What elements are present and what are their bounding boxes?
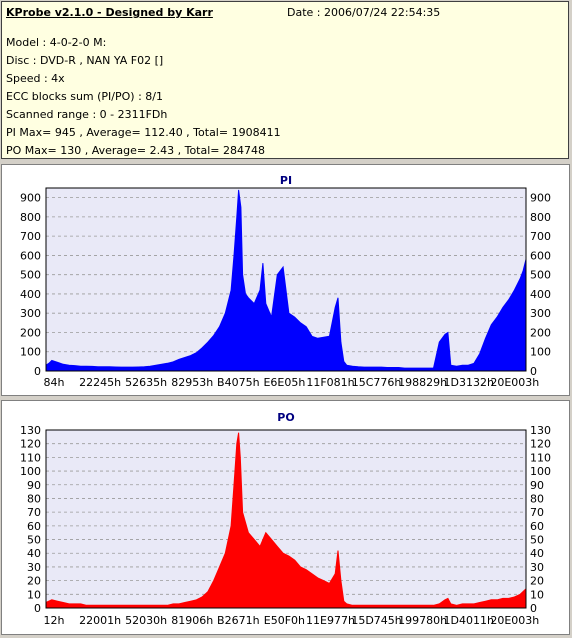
pi-y-tick-left: 700 [20, 230, 41, 243]
info-panel: KProbe v2.1.0 - Designed by Karr Date : … [1, 1, 569, 159]
po-chart-panel: PO 0 0 10 10 20 20 30 30 40 40 50 50 60 60 70 70 80 80 90 90… [1, 400, 570, 635]
drive-model: Model : 4-0-2-0 M: [6, 36, 107, 49]
app-title: KProbe v2.1.0 - Designed by Karr [6, 6, 213, 19]
po-x-tick: 22001h [79, 614, 121, 627]
disc-info: Disc : DVD-R , NAN YA F02 [] [6, 54, 164, 67]
pi-x-tick: 84h [44, 376, 65, 389]
pi-x-tick: 11F081h [306, 376, 354, 389]
po-x-tick: E50F0h [264, 614, 305, 627]
po-series-area [45, 432, 527, 609]
po-y-tick-right: 130 [530, 424, 551, 437]
po-y-tick-right: 100 [530, 465, 551, 478]
pi-y-tick-right: 400 [530, 288, 551, 301]
pi-y-tick-left: 0 [34, 365, 41, 378]
po-y-tick-left: 0 [34, 602, 41, 615]
po-plot-border [45, 429, 527, 609]
pi-x-tick: 20E003h [490, 376, 539, 389]
po-y-tick-left: 60 [27, 520, 41, 533]
po-y-tick-left: 90 [27, 479, 41, 492]
po-y-tick-right: 110 [530, 451, 551, 464]
pi-x-tick: 198829h [398, 376, 447, 389]
po-x-tick: 1D4011h [444, 614, 494, 627]
pi-y-tick-left: 400 [20, 288, 41, 301]
pi-x-tick: 22245h [79, 376, 121, 389]
po-y-tick-right: 20 [530, 575, 544, 588]
po-y-tick-right: 90 [530, 479, 544, 492]
po-x-tick: 199780h [398, 614, 447, 627]
po-y-tick-left: 40 [27, 547, 41, 560]
pi-y-tick-left: 600 [20, 249, 41, 262]
po-y-tick-left: 10 [27, 588, 41, 601]
po-y-tick-left: 80 [27, 492, 41, 505]
pi-y-tick-right: 800 [530, 211, 551, 224]
po-x-tick: B2671h [217, 614, 260, 627]
po-y-tick-left: 110 [20, 451, 41, 464]
pi-y-tick-right: 0 [530, 365, 537, 378]
pi-y-tick-right: 300 [530, 307, 551, 320]
pi-chart: PI 0 0 100 100 200 200 300 300 400 400 500 500 600 600… [20, 174, 551, 389]
pi-stats: PI Max= 945 , Average= 112.40 , Total= 1… [6, 126, 281, 139]
pi-y-tick-left: 300 [20, 307, 41, 320]
pi-y-tick-right: 600 [530, 249, 551, 262]
po-y-tick-right: 80 [530, 492, 544, 505]
scan-speed: Speed : 4x [6, 72, 65, 85]
po-chart-title: PO [277, 411, 294, 424]
po-y-tick-right: 10 [530, 588, 544, 601]
pi-x-tick: 52635h [125, 376, 167, 389]
po-y-tick-right: 120 [530, 438, 551, 451]
pi-chart-panel: PI 0 0 100 100 200 200 300 300 400 400 500 500 600 600… [1, 164, 570, 396]
po-x-tick: 12h [44, 614, 65, 627]
po-x-tick: 81906h [171, 614, 213, 627]
po-x-tick: 20E003h [490, 614, 539, 627]
pi-x-tick: 82953h [171, 376, 213, 389]
pi-x-tick: B4075h [217, 376, 260, 389]
po-y-tick-left: 100 [20, 465, 41, 478]
scanned-range: Scanned range : 0 - 2311FDh [6, 108, 168, 121]
pi-series-area [45, 189, 527, 372]
pi-x-tick: 15C776h [352, 376, 402, 389]
po-y-tick-right: 70 [530, 506, 544, 519]
po-y-tick-right: 40 [530, 547, 544, 560]
po-y-tick-right: 60 [530, 520, 544, 533]
pi-y-tick-right: 900 [530, 192, 551, 205]
po-y-tick-left: 20 [27, 575, 41, 588]
po-y-tick-left: 30 [27, 561, 41, 574]
pi-y-tick-right: 200 [530, 326, 551, 339]
pi-y-tick-left: 800 [20, 211, 41, 224]
po-x-tick: 15D745h [351, 614, 401, 627]
pi-y-tick-left: 900 [20, 192, 41, 205]
po-y-tick-right: 30 [530, 561, 544, 574]
pi-x-tick: 1D3132h [444, 376, 494, 389]
po-x-tick: 52030h [125, 614, 167, 627]
pi-chart-title: PI [280, 174, 292, 187]
pi-y-tick-left: 500 [20, 269, 41, 282]
ecc-blocks: ECC blocks sum (PI/PO) : 8/1 [6, 90, 163, 103]
po-stats: PO Max= 130 , Average= 2.43 , Total= 284… [6, 144, 265, 157]
po-y-tick-left: 70 [27, 506, 41, 519]
po-y-tick-left: 50 [27, 534, 41, 547]
po-y-tick-left: 120 [20, 438, 41, 451]
pi-y-tick-right: 500 [530, 269, 551, 282]
pi-y-tick-right: 700 [530, 230, 551, 243]
po-y-tick-right: 50 [530, 534, 544, 547]
pi-y-tick-right: 100 [530, 346, 551, 359]
po-y-tick-right: 0 [530, 602, 537, 615]
po-x-tick: 11E977h [306, 614, 355, 627]
pi-y-tick-left: 200 [20, 326, 41, 339]
scan-date: Date : 2006/07/24 22:54:35 [287, 6, 441, 19]
pi-y-tick-left: 100 [20, 346, 41, 359]
pi-plot-border [45, 187, 527, 372]
pi-x-tick: E6E05h [263, 376, 305, 389]
po-y-tick-left: 130 [20, 424, 41, 437]
